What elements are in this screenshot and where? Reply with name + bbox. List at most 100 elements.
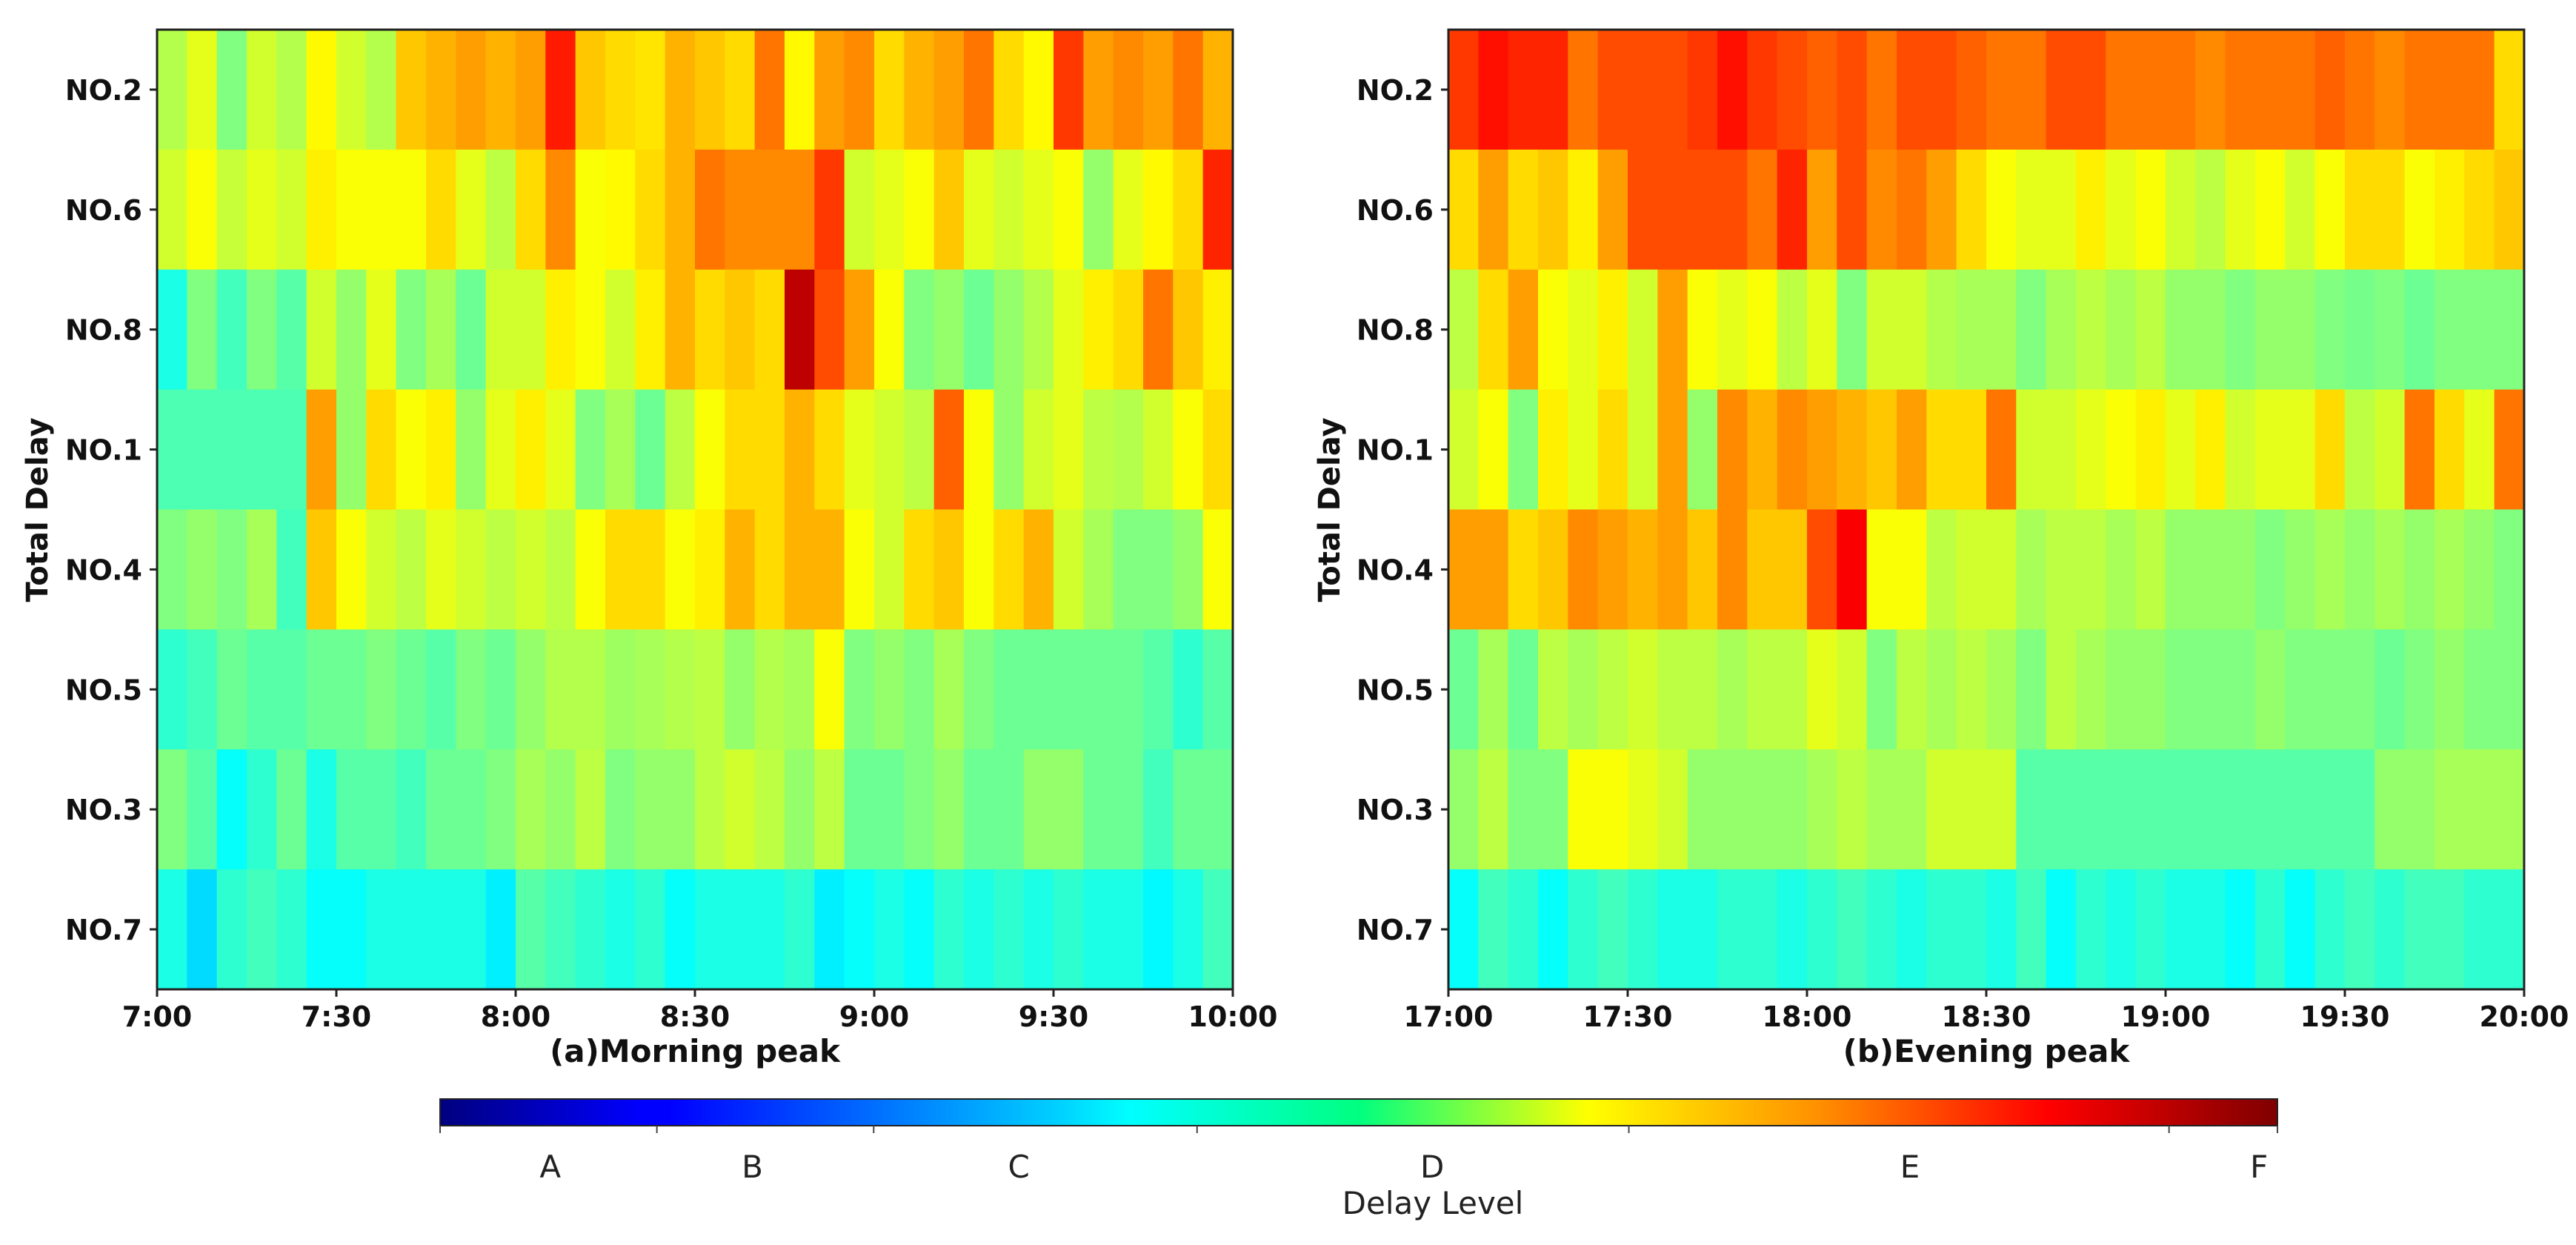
heatmap-cell xyxy=(933,629,965,750)
row-label: NO.4 xyxy=(1357,554,1434,586)
heatmap-cell xyxy=(2225,30,2256,150)
heatmap-cell xyxy=(2166,629,2196,750)
heatmap-cell xyxy=(1202,149,1234,270)
heatmap-cell xyxy=(1054,149,1084,270)
heatmap-cell xyxy=(994,749,1025,870)
heatmap-cell xyxy=(725,869,756,990)
heatmap-cell xyxy=(545,509,576,630)
heatmap-cell xyxy=(1448,509,1479,630)
heatmap-cell xyxy=(2046,749,2077,870)
heatmap-cell xyxy=(1986,269,2017,391)
heatmap-cell xyxy=(1897,869,1927,990)
heatmap-cell xyxy=(2106,749,2137,870)
heatmap-cell xyxy=(844,149,875,270)
heatmap-cell xyxy=(1083,629,1114,750)
heatmap-cell xyxy=(157,509,187,630)
y-axis-title-morning: Total Delay xyxy=(21,417,55,602)
heatmap-cell xyxy=(485,269,516,391)
heatmap-cell xyxy=(2225,749,2256,870)
heatmap-cell xyxy=(1113,30,1144,150)
row-label: NO.2 xyxy=(1357,74,1434,107)
x-tick-label: 8:30 xyxy=(660,1000,730,1033)
heatmap-cell xyxy=(1747,869,1778,990)
heatmap-cell xyxy=(2106,629,2137,750)
heatmap-cell xyxy=(1113,749,1144,870)
heatmap-cell xyxy=(1717,30,1748,150)
heatmap-cell xyxy=(1508,389,1539,511)
heatmap-cell xyxy=(1113,389,1144,511)
heatmap-cell xyxy=(1568,149,1599,270)
colorbar-level-labels: A B C D E F xyxy=(539,1149,2268,1185)
heatmap-cell xyxy=(1113,269,1144,391)
heatmap-cell xyxy=(1478,509,1509,630)
heatmap-cell xyxy=(2345,30,2375,150)
heatmap-cell xyxy=(2285,269,2316,391)
heatmap-cell xyxy=(1143,869,1174,990)
panel-morning: NO.2 NO.6 NO.8 NO.1 NO.4 NO.5 NO.3 NO.7 7:00 7:3… xyxy=(21,28,1277,1069)
heatmap-cell xyxy=(1807,149,1837,270)
heatmap-cell xyxy=(964,749,994,870)
heatmap-cell xyxy=(1747,629,1778,750)
heatmap-cell xyxy=(247,30,277,150)
heatmap-cell xyxy=(2195,629,2226,750)
heatmap-cell xyxy=(994,629,1025,750)
heatmap-cell xyxy=(994,30,1025,150)
heatmap-cell xyxy=(665,30,696,150)
heatmap-cell xyxy=(1747,509,1778,630)
heatmap-cell xyxy=(1657,509,1688,630)
heatmap-cell xyxy=(2314,629,2346,750)
heatmap-cell xyxy=(485,629,516,750)
row-label: NO.8 xyxy=(1357,314,1434,347)
y-axis-title-evening: Total Delay xyxy=(1313,417,1347,602)
row-label: NO.6 xyxy=(65,194,142,227)
heatmap-cell xyxy=(2255,749,2286,870)
heatmap-cell xyxy=(575,30,606,150)
heatmap-cell xyxy=(1926,269,1957,391)
heatmap-cell xyxy=(964,869,994,990)
heatmap-cell xyxy=(1747,389,1778,511)
heatmap-cell xyxy=(964,30,994,150)
heatmap-cell xyxy=(2345,389,2375,511)
heatmap-cell xyxy=(1866,869,1897,990)
heatmap-cell xyxy=(2464,509,2495,630)
heatmap-cell xyxy=(575,149,606,270)
heatmap-cell xyxy=(2195,869,2226,990)
heatmap-cell xyxy=(874,149,905,270)
heatmap-cell xyxy=(1687,629,1718,750)
colorbar-level-label: B xyxy=(742,1149,763,1185)
heatmap-cell xyxy=(635,389,666,511)
heatmap-cell xyxy=(187,149,218,270)
heatmap-cell xyxy=(336,269,367,391)
heatmap-cell xyxy=(2285,389,2316,511)
heatmap-cell xyxy=(1568,509,1599,630)
heatmap-cell xyxy=(545,269,576,391)
heatmap-cell xyxy=(575,269,606,391)
heatmap-cell xyxy=(2225,629,2256,750)
heatmap-cell xyxy=(695,509,725,630)
heatmap-cell xyxy=(844,509,875,630)
heatmap-cell xyxy=(1986,149,2017,270)
heatmap-cell xyxy=(1837,509,1868,630)
heatmap-cell xyxy=(994,389,1025,511)
heatmap-cell xyxy=(1538,509,1568,630)
heatmap-cell xyxy=(545,389,576,511)
heatmap-cell xyxy=(187,749,218,870)
heatmap-cell xyxy=(157,389,187,511)
row-label: NO.3 xyxy=(65,794,142,826)
heatmap-cell xyxy=(216,629,247,750)
heatmap-cell xyxy=(516,30,546,150)
heatmap-cell xyxy=(1538,269,1568,391)
heatmap-cell xyxy=(1448,749,1479,870)
heatmap-cell xyxy=(2314,30,2346,150)
heatmap-cell xyxy=(754,269,785,391)
heatmap-cell xyxy=(2076,30,2106,150)
heatmap-cell xyxy=(1777,629,1808,750)
heatmap-cell xyxy=(516,149,546,270)
heatmap-cell xyxy=(605,30,636,150)
heatmap-cell xyxy=(2345,749,2375,870)
heatmap-cell xyxy=(2166,509,2196,630)
heatmap-cell xyxy=(2494,389,2525,511)
heatmap-cell xyxy=(2494,269,2525,391)
heatmap-cell xyxy=(2255,869,2286,990)
heatmap-cells-morning xyxy=(157,30,1234,990)
